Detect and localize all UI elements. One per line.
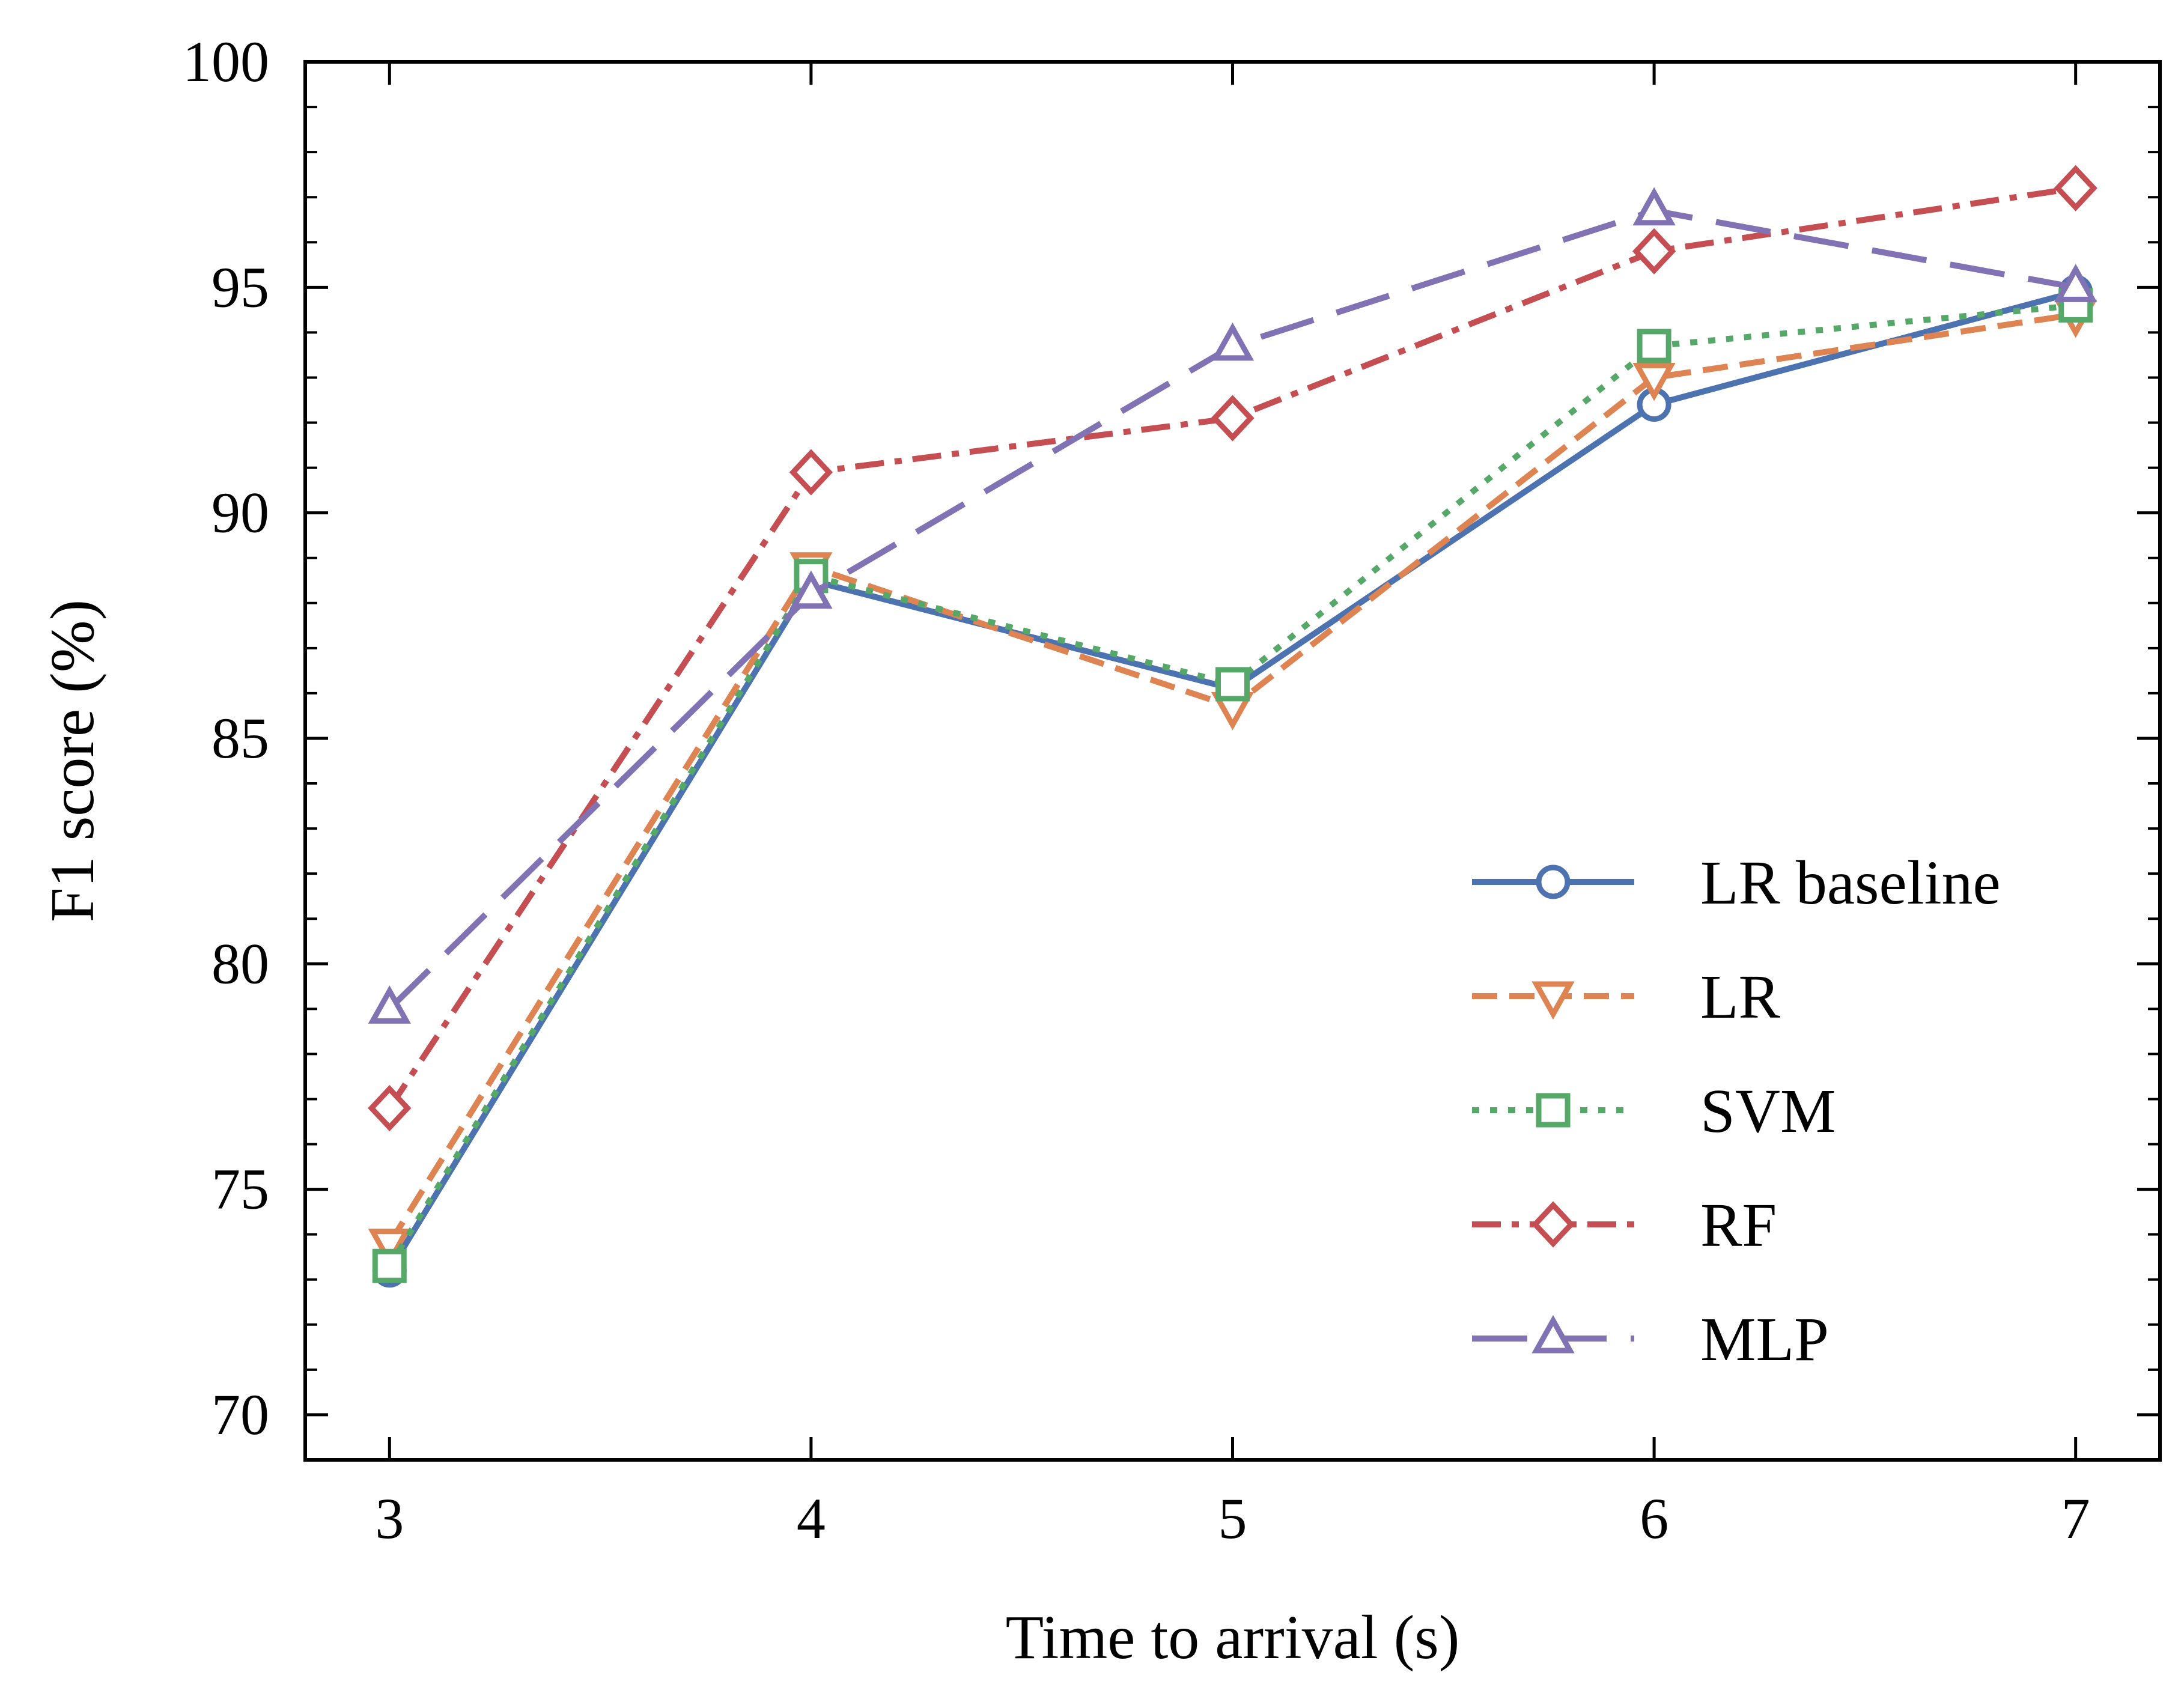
legend-marker [1531, 1201, 1575, 1248]
legend-marker [1532, 981, 1575, 1020]
legend-item-mlp: MLP [1472, 1305, 1829, 1374]
legend-marker [1532, 1314, 1575, 1354]
series-rf [368, 165, 2097, 1132]
data-point-rf [368, 1084, 412, 1132]
data-point-svm [1637, 329, 1671, 363]
y-tick-label: 75 [211, 1157, 269, 1221]
legend-label: SVM [1700, 1077, 1836, 1146]
series-layer [368, 165, 2097, 1288]
data-point-svm [372, 1248, 407, 1283]
legend-marker [1536, 865, 1571, 899]
legend-item-lr: LR [1472, 962, 1781, 1032]
y-tick-label: 90 [211, 481, 269, 545]
x-tick-label: 5 [1218, 1486, 1247, 1551]
data-point-svm [1215, 667, 1250, 702]
series-mlp [368, 187, 2097, 1024]
x-tick-label: 6 [1640, 1486, 1668, 1551]
legend: LR baseline LR SVM RF MLP [1472, 848, 2001, 1374]
data-point-mlp [1211, 322, 1255, 361]
legend-item-svm: SVM [1472, 1077, 1836, 1146]
legend-label: RF [1700, 1191, 1777, 1260]
y-tick-label: 100 [183, 29, 269, 94]
y-axis-ticks: 70 75 80 85 90 95 100 [183, 29, 2160, 1447]
legend-label: MLP [1700, 1305, 1829, 1374]
data-point-mlp [789, 570, 833, 609]
y-tick-label: 85 [211, 706, 269, 770]
data-point-rf [1632, 228, 1676, 275]
legend-item-lr-baseline: LR baseline [1472, 848, 2001, 917]
data-point-lr [1632, 362, 1676, 401]
y-minor-ticks [305, 106, 2160, 1461]
data-point-rf [789, 449, 833, 496]
data-point-rf [1211, 395, 1255, 442]
legend-marker [1536, 1093, 1571, 1128]
x-tick-label: 4 [797, 1486, 826, 1551]
legend-label: LR [1700, 962, 1781, 1032]
legend-label: LR baseline [1700, 848, 2001, 917]
y-tick-label: 95 [211, 255, 269, 319]
plot-area-frame [303, 60, 2162, 1462]
x-axis-ticks: 3 4 5 6 7 [375, 62, 2090, 1551]
y-tick-label: 80 [211, 931, 269, 995]
data-point-mlp [2054, 264, 2097, 302]
y-tick-label: 70 [211, 1382, 269, 1447]
data-point-mlp [368, 985, 411, 1024]
data-point-rf [2054, 165, 2097, 211]
data-point-lr [368, 1229, 411, 1267]
data-point-mlp [1632, 187, 1676, 226]
x-tick-label: 3 [375, 1486, 404, 1551]
x-axis-title: Time to arrival (s) [1006, 1603, 1460, 1672]
x-tick-label: 7 [2061, 1486, 2090, 1551]
y-axis-title: F1 score (%) [38, 600, 107, 922]
legend-item-rf: RF [1472, 1191, 1777, 1260]
